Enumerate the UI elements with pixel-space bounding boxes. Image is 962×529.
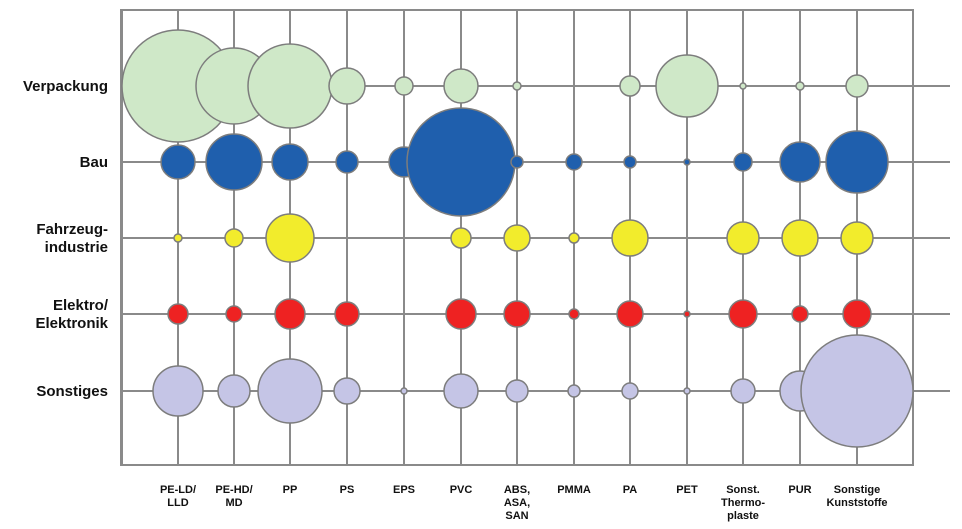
bubble: [795, 81, 805, 91]
bubble: [274, 298, 306, 330]
bubble: [683, 158, 691, 166]
column-label: PET: [676, 484, 698, 496]
bubble: [445, 298, 477, 330]
bubble: [265, 213, 315, 263]
label-layer: Verpackung Bau Fahrzeug-industrie Elektro/E…: [23, 78, 888, 522]
bubble: [205, 133, 263, 191]
column-label: Thermo-: [721, 497, 765, 509]
bubble: [503, 224, 531, 252]
bubble: [443, 373, 479, 409]
row-label: Fahrzeug-: [36, 221, 108, 238]
bubble: [224, 228, 244, 248]
bubble: [840, 221, 874, 255]
bubble: [173, 233, 183, 243]
bubble: [739, 82, 747, 90]
row-label: Bau: [80, 154, 108, 171]
bubble: [394, 76, 414, 96]
bubble: [567, 384, 581, 398]
row-label: Sonstiges: [36, 383, 108, 400]
bubble: [167, 303, 189, 325]
bubble: [503, 300, 531, 328]
bubble: [623, 155, 637, 169]
column-label: Kunststoffe: [826, 497, 887, 509]
column-label: PS: [340, 484, 355, 496]
bubble: [257, 358, 323, 424]
bubble: [510, 155, 524, 169]
bubble: [152, 365, 204, 417]
bubble: [568, 232, 580, 244]
column-label: SAN: [505, 510, 528, 522]
column-label: LLD: [167, 497, 188, 509]
column-label: ASA,: [504, 497, 530, 509]
row-label: industrie: [45, 239, 108, 256]
bubble: [683, 387, 691, 395]
bubble: [406, 107, 516, 217]
row-label: Verpackung: [23, 78, 108, 95]
column-label: PE-HD/: [215, 484, 252, 496]
bubble: [800, 334, 914, 448]
row-label: Elektronik: [35, 315, 108, 332]
column-label: PVC: [450, 484, 473, 496]
column-label: PMMA: [557, 484, 591, 496]
bubble: [505, 379, 529, 403]
bubble: [781, 219, 819, 257]
bubble: [568, 308, 580, 320]
column-label: PE-LD/: [160, 484, 196, 496]
column-label: PP: [283, 484, 298, 496]
column-label: ABS,: [504, 484, 530, 496]
bubble: [335, 150, 359, 174]
row-label: Elektro/: [53, 297, 109, 314]
bubble: [333, 377, 361, 405]
column-label: MD: [225, 497, 242, 509]
bubble: [619, 75, 641, 97]
bubble: [616, 300, 644, 328]
bubble: [683, 310, 691, 318]
bubble: [565, 153, 583, 171]
bubble: [825, 130, 889, 194]
bubble: [779, 141, 821, 183]
bubble: [512, 81, 522, 91]
bubble: [728, 299, 758, 329]
bubble: [225, 305, 243, 323]
bubble: [271, 143, 309, 181]
column-label: plaste: [727, 510, 759, 522]
bubble: [334, 301, 360, 327]
bubble: [400, 387, 408, 395]
bubble: [845, 74, 869, 98]
bubble: [443, 68, 479, 104]
bubble: [791, 305, 809, 323]
bubble: [730, 378, 756, 404]
bubble: [733, 152, 753, 172]
column-label: Sonst.: [726, 484, 760, 496]
bubble: [655, 54, 719, 118]
bubble: [217, 374, 251, 408]
column-label: PUR: [788, 484, 811, 496]
bubble: [328, 67, 366, 105]
bubble: [247, 43, 333, 129]
bubble: [450, 227, 472, 249]
bubble: [611, 219, 649, 257]
bubble: [726, 221, 760, 255]
column-label: EPS: [393, 484, 415, 496]
bubble: [160, 144, 196, 180]
column-label: PA: [623, 484, 638, 496]
bubble-layer: [121, 29, 914, 448]
column-label: Sonstige: [834, 484, 880, 496]
bubble: [842, 299, 872, 329]
bubble: [621, 382, 639, 400]
